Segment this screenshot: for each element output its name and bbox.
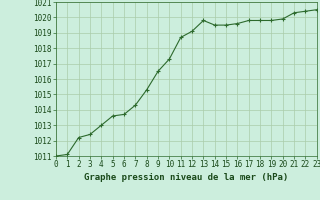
X-axis label: Graphe pression niveau de la mer (hPa): Graphe pression niveau de la mer (hPa): [84, 173, 289, 182]
